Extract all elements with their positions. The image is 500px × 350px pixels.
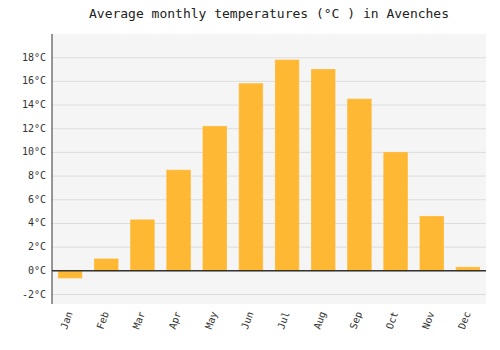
bar bbox=[311, 70, 335, 271]
y-tick-label: 14°C bbox=[22, 99, 46, 110]
y-tick-label: 12°C bbox=[22, 123, 46, 134]
y-tick-label: 8°C bbox=[28, 170, 46, 181]
zero-line bbox=[52, 270, 486, 272]
grid-line bbox=[52, 105, 486, 106]
grid-line bbox=[52, 294, 486, 295]
bar bbox=[348, 99, 372, 271]
x-tick-label: Dec bbox=[456, 310, 473, 331]
bars bbox=[52, 60, 486, 278]
x-tick-label: Jan bbox=[58, 310, 75, 331]
bar bbox=[203, 126, 227, 270]
y-tick-label: 6°C bbox=[28, 194, 46, 205]
chart-container: -2°C 0°C 2°C 4°C 6°C 8°C 10°C 12°C 14°C 16°C 18°C J… bbox=[0, 0, 500, 350]
x-tick-label: Nov bbox=[420, 310, 437, 331]
bar bbox=[275, 60, 299, 271]
x-tick-label: Mar bbox=[131, 310, 148, 331]
grid-line bbox=[52, 81, 486, 82]
x-tick-label: May bbox=[203, 310, 220, 331]
bar bbox=[239, 84, 263, 271]
chart-title: Average monthly temperatures (°C ) in Av… bbox=[89, 6, 449, 21]
y-tick-label: 10°C bbox=[22, 146, 46, 157]
grid-line bbox=[52, 199, 486, 200]
x-tick-label: Jul bbox=[275, 310, 292, 331]
y-tick-label: 4°C bbox=[28, 217, 46, 228]
x-tick-label: Sep bbox=[348, 310, 365, 331]
grid-line bbox=[52, 270, 486, 271]
bar bbox=[384, 152, 408, 270]
bar bbox=[94, 259, 118, 271]
y-tick-label: 16°C bbox=[22, 75, 46, 86]
bar bbox=[58, 271, 82, 278]
plot-background bbox=[52, 34, 486, 304]
y-tick-label: 0°C bbox=[28, 265, 46, 276]
y-axis-line bbox=[52, 34, 53, 304]
y-tick-label: 2°C bbox=[28, 241, 46, 252]
x-tick-label: Aug bbox=[311, 310, 328, 331]
bar bbox=[420, 216, 444, 270]
bar bbox=[167, 170, 191, 271]
grid-line bbox=[52, 128, 486, 129]
x-tick-label: Oct bbox=[384, 310, 401, 331]
grid-line bbox=[52, 57, 486, 58]
bar bbox=[131, 220, 155, 271]
grid-line bbox=[52, 152, 486, 153]
grid bbox=[52, 58, 486, 295]
chart-svg: -2°C 0°C 2°C 4°C 6°C 8°C 10°C 12°C 14°C 16°C 18°C J… bbox=[0, 0, 500, 350]
x-tick-label: Apr bbox=[167, 310, 184, 331]
y-tick-label: -2°C bbox=[22, 289, 46, 300]
grid-line bbox=[52, 176, 486, 177]
x-tick-label: Jun bbox=[239, 310, 256, 331]
y-tick-label: 18°C bbox=[22, 52, 46, 63]
x-tick-label: Feb bbox=[94, 310, 111, 331]
